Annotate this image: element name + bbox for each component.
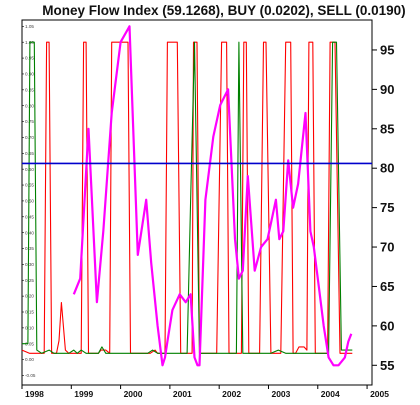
left-tick-label: 0.40	[25, 230, 34, 235]
right-tick-label: 65	[380, 279, 394, 294]
x-tick-label: 2000	[124, 389, 143, 399]
x-tick-label: 2005	[370, 389, 389, 399]
right-axis-ticks: 55 60 65 70 75 80 85 90 95	[372, 42, 394, 373]
left-tick-label: 0.60	[25, 167, 34, 172]
x-tick-label: 2003	[271, 389, 290, 399]
series-lines	[21, 25, 372, 367]
left-tick-label: 0.05	[25, 341, 34, 346]
left-tick-label: 0.20	[25, 294, 34, 299]
x-tick-label: 1999	[74, 389, 93, 399]
right-tick-label: 60	[380, 318, 394, 333]
left-tick-label: 0.45	[25, 214, 34, 219]
x-axis-ticks: 1998 1999 2000 2001 2002 2003 2004 2005	[21, 385, 389, 399]
right-tick-label: 85	[380, 121, 394, 136]
right-tick-label: 70	[380, 240, 394, 255]
left-tick-label: 0.35	[25, 246, 34, 251]
right-tick-label: 75	[380, 200, 394, 215]
left-tick-label: 0.25	[25, 278, 34, 283]
left-tick-label: -0.05	[25, 373, 36, 378]
left-tick-label: 0.15	[25, 310, 34, 315]
left-tick-label: 0.10	[25, 325, 34, 330]
left-tick-label: 0.50	[25, 199, 34, 204]
right-tick-label: 80	[380, 161, 394, 176]
x-tick-label: 2001	[173, 389, 192, 399]
x-tick-label: 2004	[321, 389, 340, 399]
x-tick-label: 2002	[222, 389, 241, 399]
series-line-0	[72, 25, 353, 367]
right-tick-label: 95	[380, 42, 394, 57]
left-tick-label: 1.05	[25, 24, 34, 29]
right-tick-label: 55	[380, 358, 394, 373]
left-tick-label: 0.55	[25, 183, 34, 188]
x-tick-label: 1998	[25, 389, 44, 399]
series-line-1	[21, 41, 353, 354]
right-tick-label: 90	[380, 82, 394, 97]
left-tick-label: 0.30	[25, 262, 34, 267]
series-line-2	[22, 41, 353, 354]
chart-title: Money Flow Index (59.1268), BUY (0.0202)…	[42, 3, 405, 18]
left-tick-label: 0.00	[25, 357, 34, 362]
